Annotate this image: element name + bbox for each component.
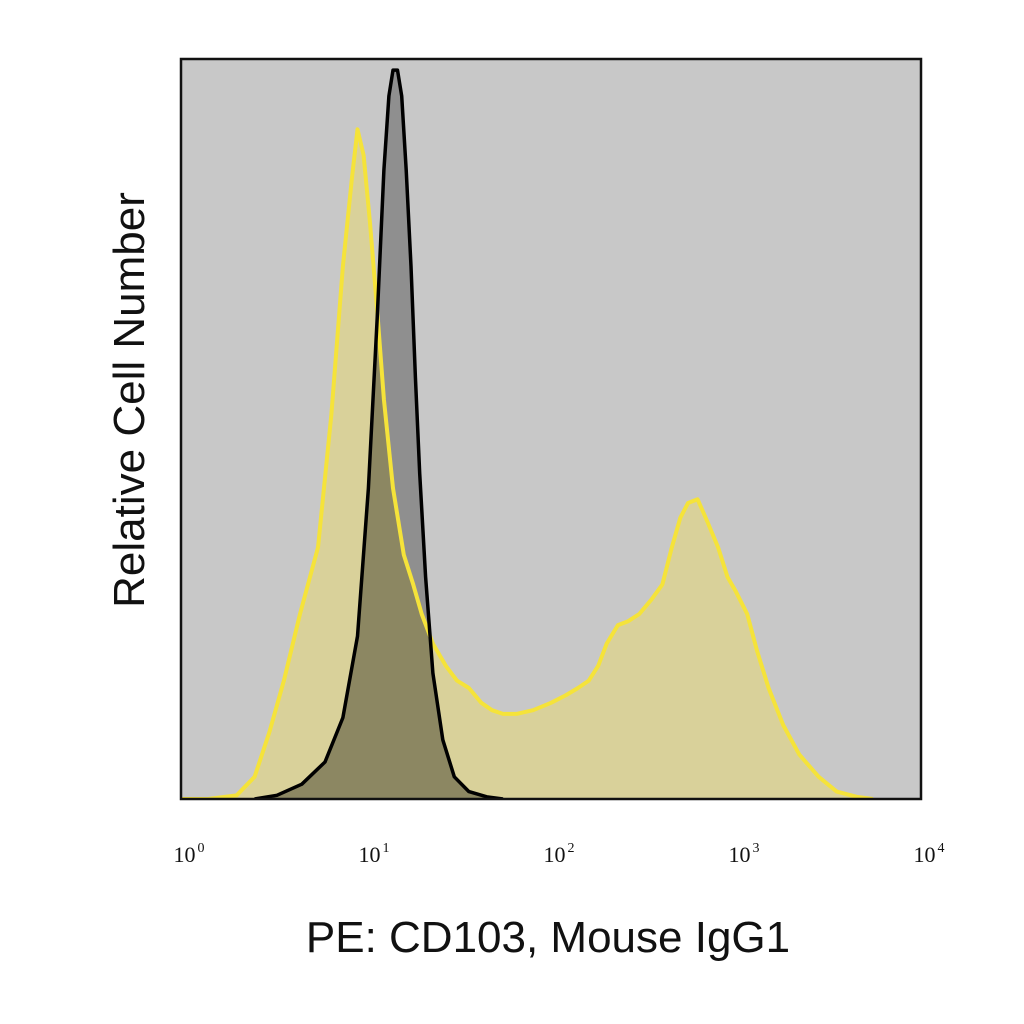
plot-frame [179, 57, 923, 801]
x-tick-exponent: 4 [938, 841, 945, 856]
plot-area [181, 68, 874, 799]
x-tick-base: 10 [729, 842, 751, 867]
x-tick-label: 10 0 [174, 841, 205, 867]
x-tick-base: 10 [174, 842, 196, 867]
x-tick-exponent: 0 [198, 841, 205, 856]
x-tick-label: 10 1 [359, 841, 390, 867]
x-axis-tick-labels: 10 0 10 1 10 2 10 3 10 4 [174, 841, 945, 867]
x-tick-exponent: 1 [383, 841, 390, 856]
x-tick-label: 10 2 [544, 841, 575, 867]
y-axis-title: Relative Cell Number [105, 192, 154, 608]
x-tick-base: 10 [914, 842, 936, 867]
cd103-histogram-fill [181, 129, 873, 799]
x-axis-title: PE: CD103, Mouse IgG1 [306, 913, 790, 962]
x-tick-exponent: 3 [753, 841, 760, 856]
x-tick-label: 10 4 [914, 841, 945, 867]
cd103-histogram-line [181, 127, 874, 799]
isotype-histogram-line [254, 68, 504, 799]
x-tick-base: 10 [359, 842, 381, 867]
x-tick-label: 10 3 [729, 841, 760, 867]
x-tick-base: 10 [544, 842, 566, 867]
x-tick-exponent: 2 [568, 841, 575, 856]
